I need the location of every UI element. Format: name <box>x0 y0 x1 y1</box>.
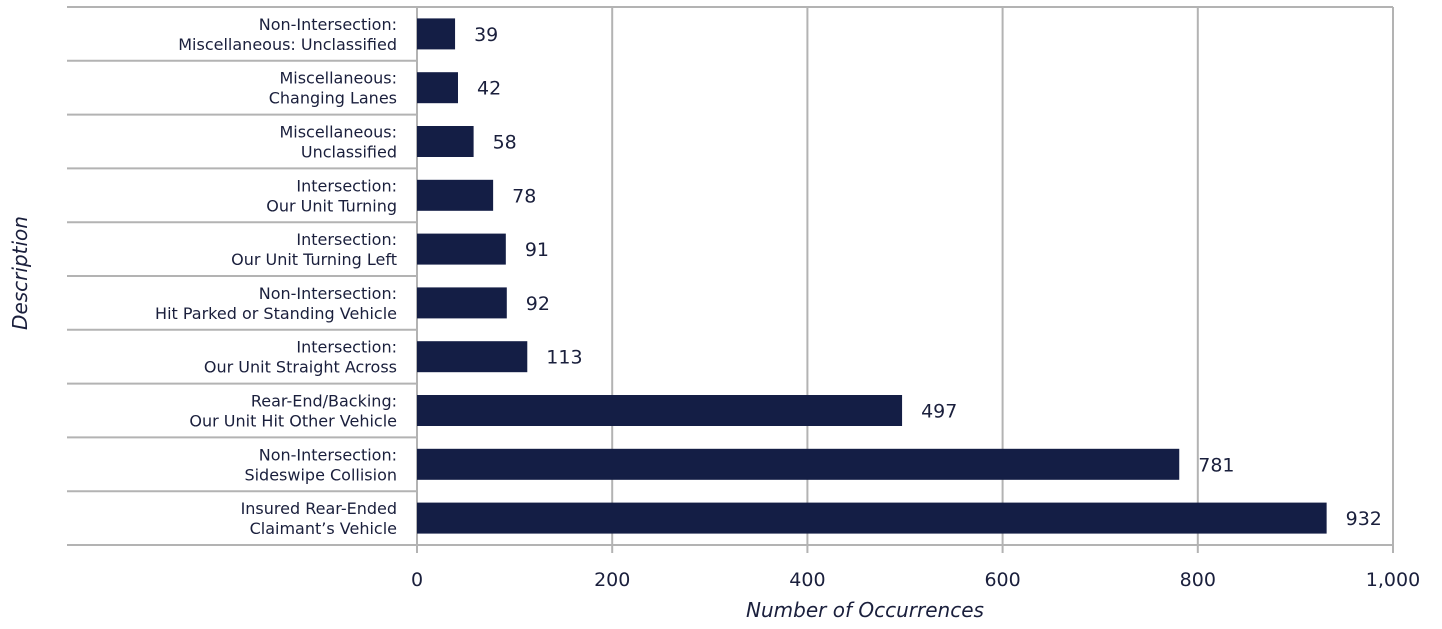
category-label: Miscellaneous: Changing Lanes <box>269 69 397 108</box>
bar-value-label: 39 <box>474 24 498 46</box>
category-label: Non-Intersection: Miscellaneous: Unclassi… <box>178 15 397 54</box>
bar <box>417 448 1180 480</box>
y-axis-title: Description <box>8 216 32 330</box>
bar-value-label: 932 <box>1346 508 1382 530</box>
category-label: Miscellaneous: Unclassified <box>279 123 397 162</box>
category-label: Insured Rear-Ended Claimant’s Vehicle <box>241 499 397 538</box>
category-label: Rear-End/Backing: Our Unit Hit Other Vehi… <box>189 392 397 431</box>
bar <box>417 179 494 211</box>
x-tick-label: 800 <box>1180 569 1216 591</box>
x-axis-title: Number of Occurrences <box>746 598 984 622</box>
category-label: Intersection: Our Unit Straight Across <box>204 338 397 377</box>
bar-value-label: 58 <box>493 132 517 154</box>
x-tick-label: 600 <box>984 569 1020 591</box>
category-label: Intersection: Our Unit Turning Left <box>231 230 397 269</box>
category-label: Intersection: Our Unit Turning <box>266 176 397 215</box>
x-tick-label: 400 <box>789 569 825 591</box>
bar <box>417 72 458 104</box>
category-label: Non-Intersection: Sideswipe Collision <box>244 445 397 484</box>
bar <box>417 126 474 157</box>
bar <box>417 395 903 426</box>
bar <box>417 18 456 50</box>
grid-layer <box>67 6 1394 553</box>
bar-value-label: 781 <box>1198 454 1234 476</box>
bars-layer <box>417 18 1327 534</box>
bar-value-label: 91 <box>525 239 549 261</box>
bar <box>417 287 507 319</box>
bar-value-label: 92 <box>526 293 550 315</box>
labels-layer: 0 200 400 600 800 1,000 39 Non-Intersection: Mis… <box>155 15 1420 591</box>
bar-value-label: 113 <box>546 347 582 369</box>
x-tick-label: 0 <box>411 569 423 591</box>
bar <box>417 502 1327 534</box>
bar-value-label: 497 <box>921 401 957 423</box>
bar <box>417 341 528 373</box>
category-label: Non-Intersection: Hit Parked or Standing … <box>155 284 397 323</box>
bar-value-label: 78 <box>512 185 536 207</box>
bar <box>417 233 506 265</box>
x-tick-label: 1,000 <box>1366 569 1420 591</box>
bar-value-label: 42 <box>477 78 501 100</box>
x-tick-label: 200 <box>594 569 630 591</box>
